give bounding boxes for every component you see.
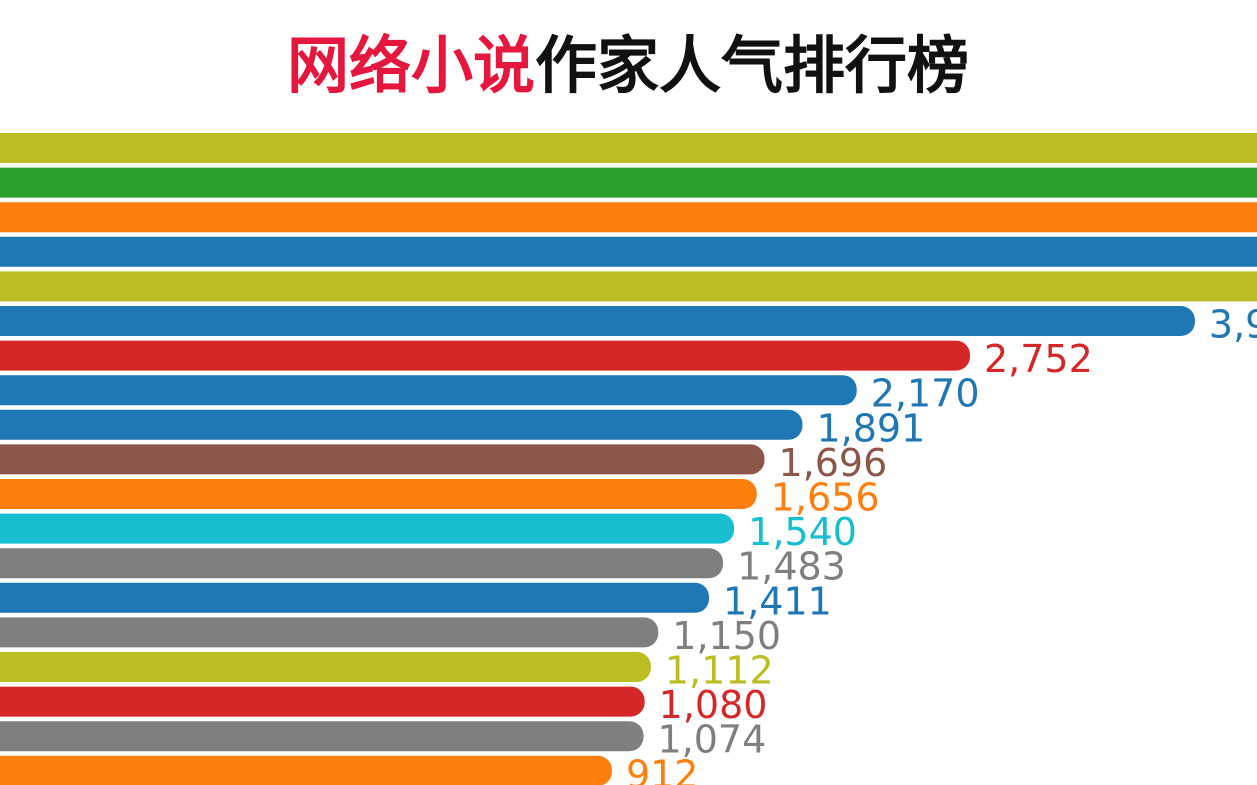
value-label: 2,752 [984,337,1093,381]
value-label: 912 [626,752,699,785]
bar [0,721,644,752]
bar [0,271,1257,302]
bar [0,236,1257,267]
bar [0,617,659,648]
chart-title: 网络小说作家人气排行榜 [287,29,969,102]
bar [0,306,1195,336]
bar [0,409,803,440]
value-label: 1,540 [748,510,857,554]
value-label: 3,908 [1209,303,1257,347]
bar [0,513,735,544]
title-highlight: 网络小说 [287,29,535,102]
value-label: 1,074 [657,718,766,762]
value-label: 1,656 [771,476,880,520]
title-rest: 作家人气排行榜 [535,29,969,102]
bar [0,375,857,406]
value-label: 2,170 [871,372,980,416]
value-label: 1,411 [723,579,832,623]
bar [0,686,645,717]
bar [0,202,1257,233]
value-label: 1,891 [816,406,925,450]
value-label: 1,112 [665,649,774,693]
value-label: 1,696 [779,441,888,485]
bar [0,133,1257,163]
bar [0,582,710,613]
bar [0,755,612,785]
bar [0,479,757,509]
bar [0,167,1257,198]
bar [0,548,724,579]
value-label: 1,150 [672,614,781,658]
bar [0,444,765,475]
bar [0,652,651,682]
value-label: 1,080 [659,683,768,727]
bar [0,340,970,371]
value-label: 1,483 [737,545,846,589]
